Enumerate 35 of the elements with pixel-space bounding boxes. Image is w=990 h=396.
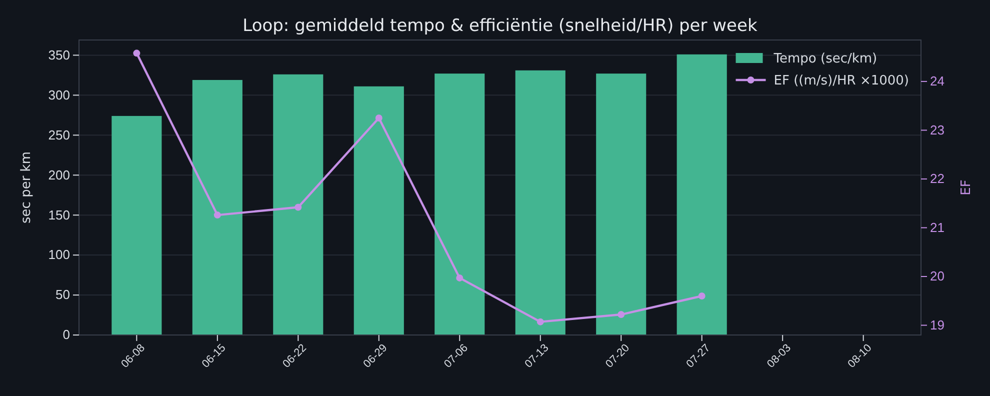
- y2-tick-label: 19: [930, 317, 944, 332]
- y-tick-label: 200: [48, 167, 70, 182]
- bar: [434, 74, 485, 335]
- point: [294, 204, 302, 211]
- y-tick-label: 250: [48, 127, 70, 142]
- point: [133, 50, 140, 57]
- bar: [112, 116, 162, 335]
- y-tick-label: 0: [62, 327, 70, 342]
- y2-tick-label: 22: [930, 171, 944, 186]
- bar: [192, 80, 242, 335]
- bar: [515, 70, 566, 335]
- y-axis-title: sec per km: [19, 152, 34, 224]
- point: [536, 318, 544, 326]
- point: [375, 114, 382, 122]
- y-tick-label: 150: [48, 207, 70, 222]
- bar: [676, 54, 727, 335]
- y-tick-label: 350: [48, 47, 70, 62]
- point: [456, 274, 464, 282]
- point: [214, 212, 221, 219]
- bar: [354, 86, 404, 335]
- y2-tick-label: 23: [930, 122, 944, 138]
- point: [698, 292, 706, 300]
- y2-axis-title: EF: [959, 180, 974, 196]
- point: [618, 311, 625, 318]
- y2-tick-label: 21: [930, 220, 944, 235]
- y-tick-label: 100: [48, 247, 70, 262]
- y2-tick-label: 20: [930, 268, 944, 284]
- bar: [273, 74, 324, 335]
- y-tick-label: 50: [56, 287, 70, 302]
- chart-title: Loop: gemiddeld tempo & efficiëntie (snelheid/HR) per week: [242, 16, 758, 36]
- bar: [596, 74, 646, 335]
- legend-label: EF ((m/s)/HR ×1000): [774, 74, 909, 89]
- y2-tick-label: 24: [930, 74, 944, 89]
- legend-label: Tempo (sec/km): [772, 52, 878, 67]
- y-tick-label: 300: [48, 87, 70, 102]
